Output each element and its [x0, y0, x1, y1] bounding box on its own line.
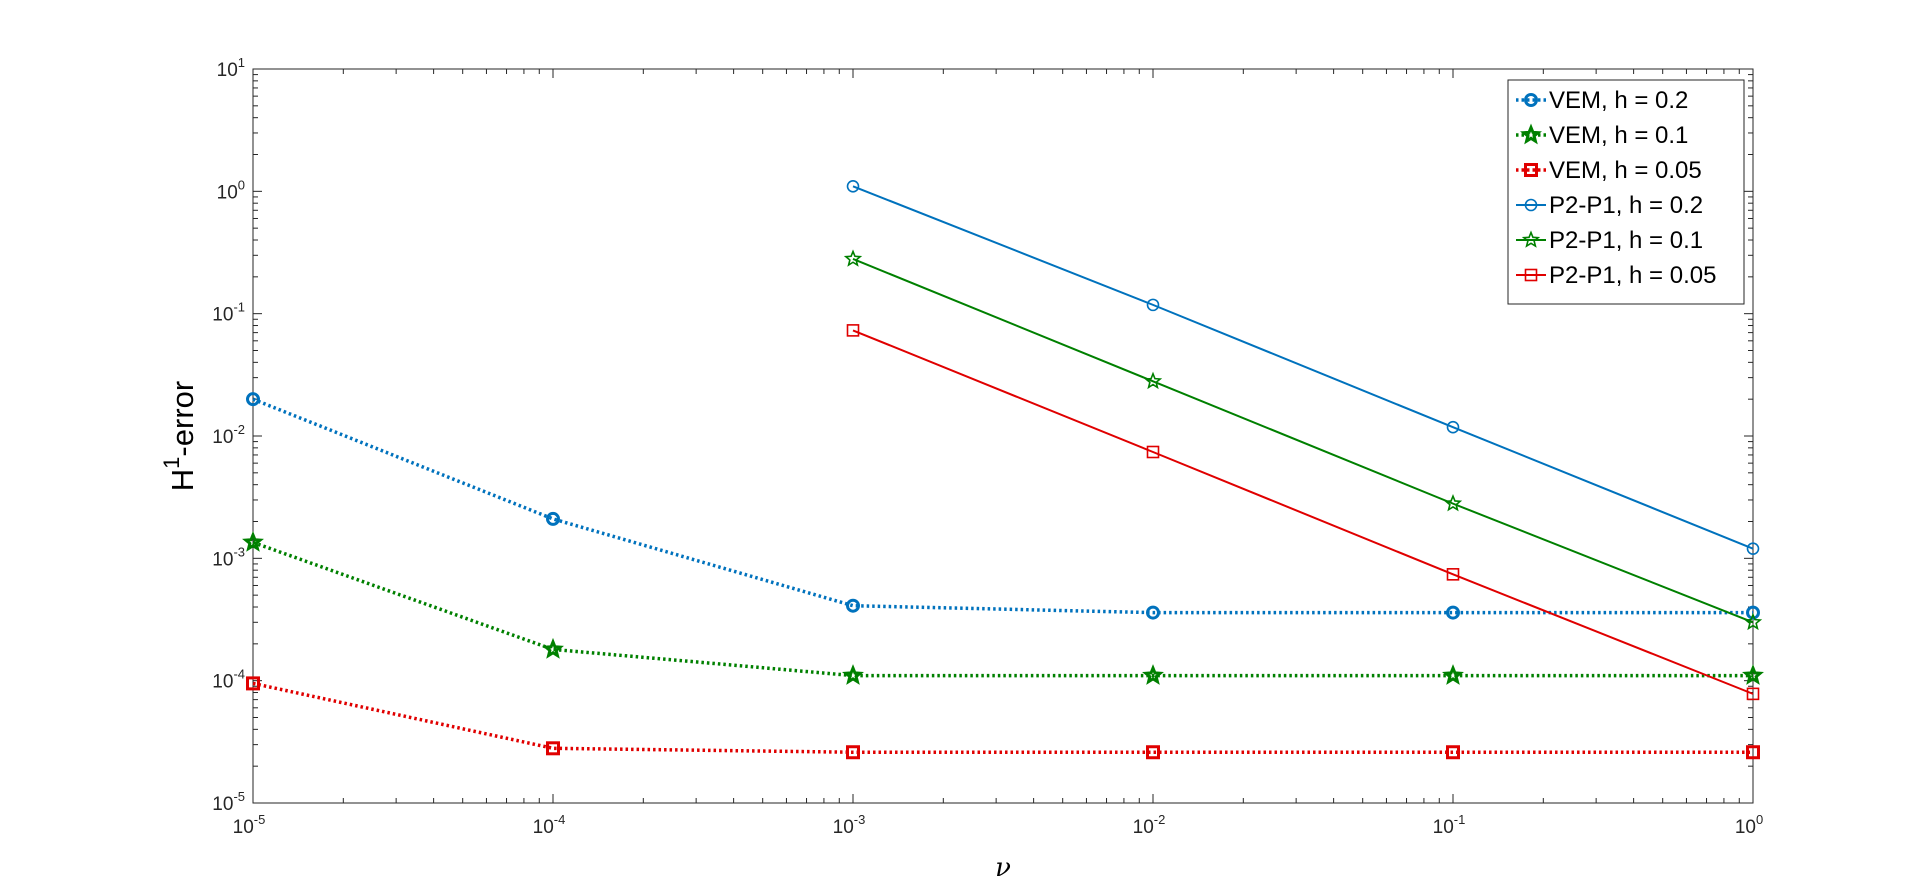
- x-tick-label: 10-4: [533, 812, 566, 838]
- data-point: [546, 511, 560, 526]
- series-line: [252, 540, 1753, 678]
- data-point: [1146, 298, 1160, 312]
- legend-label: VEM, h = 0.05: [1549, 157, 1702, 184]
- data-point: [846, 598, 860, 613]
- legend-label: P2-P1, h = 0.2: [1549, 192, 1703, 219]
- y-axis-title: H1-error: [159, 381, 200, 491]
- series-line: [852, 329, 1754, 695]
- legend-marker: [1524, 163, 1538, 177]
- data-point: [546, 741, 560, 756]
- series-4: [843, 249, 1763, 631]
- data-point: [843, 249, 863, 267]
- data-point: [1146, 605, 1160, 620]
- data-point: [1746, 745, 1760, 760]
- legend-marker: [1524, 268, 1538, 282]
- data-point: [1746, 687, 1760, 701]
- legend-label: P2-P1, h = 0.05: [1549, 262, 1716, 289]
- data-point: [1442, 664, 1464, 685]
- data-point: [846, 745, 860, 760]
- data-point: [1146, 745, 1160, 760]
- data-point: [1743, 612, 1763, 631]
- data-point: [1746, 542, 1760, 555]
- legend-marker: [1520, 123, 1542, 145]
- data-point: [1746, 605, 1760, 620]
- x-tick-label: 10-3: [833, 812, 866, 838]
- data-point: [1446, 420, 1460, 434]
- x-tick-label: 10-1: [1433, 812, 1466, 838]
- data-point: [846, 324, 860, 337]
- data-point: [1146, 445, 1160, 459]
- data-point: [542, 637, 564, 659]
- y-axis-title-sup: 1: [159, 457, 184, 469]
- data-point: [1446, 568, 1460, 581]
- legend-marker: [1524, 198, 1538, 212]
- data-point: [846, 179, 860, 193]
- data-point: [1142, 664, 1164, 685]
- legend-label: VEM, h = 0.1: [1549, 122, 1688, 149]
- data-point: [242, 530, 264, 552]
- data-point: [1443, 493, 1463, 512]
- y-tick-label: 10-2: [212, 422, 245, 448]
- series-line: [852, 185, 1754, 550]
- series-1: [242, 530, 1764, 685]
- y-tick-label: 10-3: [212, 544, 245, 570]
- legend-box: [1507, 79, 1745, 305]
- y-tick-label: 100: [217, 177, 245, 203]
- data-point: [842, 664, 864, 685]
- series-3: [846, 179, 1760, 555]
- legend: VEM, h = 0.2 VEM, h = 0.1 VEM, h = 0.05 P2-…: [1507, 79, 1745, 305]
- x-tick-label: 100: [1735, 812, 1763, 838]
- y-axis-title-base: H: [165, 469, 200, 491]
- data-point: [1446, 745, 1460, 760]
- y-tick-label: 10-5: [212, 789, 245, 815]
- plot-area: [252, 68, 1754, 804]
- series-0: [246, 392, 1760, 620]
- x-axis-title: ν: [995, 853, 1011, 883]
- y-tick-label: 10-4: [212, 667, 245, 693]
- x-tick-label: 10-5: [233, 812, 266, 838]
- series-2: [246, 676, 1760, 760]
- data-point: [1446, 605, 1460, 620]
- y-axis-title-rest: -error: [165, 381, 200, 457]
- data-point: [1742, 664, 1764, 685]
- legend-marker: [1524, 93, 1538, 107]
- series-5: [846, 324, 1760, 701]
- x-tick-label: 10-2: [1133, 812, 1166, 838]
- data-point: [246, 392, 260, 407]
- series-layer: [242, 179, 1764, 760]
- data-point: [246, 676, 260, 691]
- series-line: [852, 258, 1754, 624]
- legend-label: VEM, h = 0.2: [1549, 87, 1688, 114]
- y-tick-label: 10-1: [212, 300, 245, 326]
- legend-marker: [1521, 230, 1541, 248]
- legend-label: P2-P1, h = 0.1: [1549, 227, 1703, 254]
- data-point: [1143, 371, 1163, 390]
- y-tick-label: 101: [217, 55, 245, 81]
